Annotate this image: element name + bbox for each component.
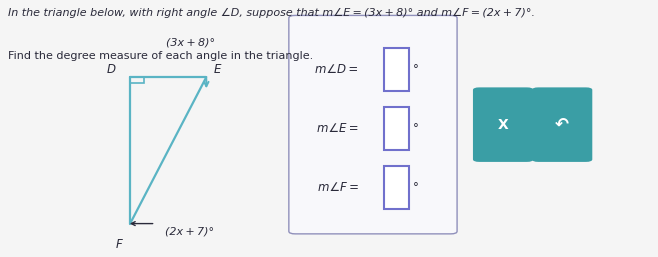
Text: °: ° <box>413 63 418 76</box>
Text: X: X <box>497 118 509 132</box>
FancyBboxPatch shape <box>384 48 409 91</box>
Text: In the triangle below, with right angle ∠D, suppose that m∠E = (3x + 8)° and m∠F: In the triangle below, with right angle … <box>8 8 534 18</box>
Text: (3x + 8)°: (3x + 8)° <box>166 38 215 48</box>
Text: E: E <box>214 63 221 76</box>
Text: m∠F =: m∠F = <box>318 181 359 194</box>
Text: Find the degree measure of each angle in the triangle.: Find the degree measure of each angle in… <box>8 51 313 61</box>
Bar <box>130 77 144 83</box>
Text: °: ° <box>413 181 418 194</box>
Text: m∠D =: m∠D = <box>315 63 359 76</box>
Text: F: F <box>115 238 122 251</box>
FancyBboxPatch shape <box>289 15 457 234</box>
Text: m∠E =: m∠E = <box>317 122 359 135</box>
FancyBboxPatch shape <box>384 107 409 150</box>
Text: D: D <box>107 63 116 76</box>
Text: °: ° <box>413 122 418 135</box>
FancyBboxPatch shape <box>384 166 409 209</box>
FancyBboxPatch shape <box>473 87 533 162</box>
Text: ↶: ↶ <box>555 116 569 134</box>
Text: (2x + 7)°: (2x + 7)° <box>165 226 215 236</box>
FancyBboxPatch shape <box>532 87 592 162</box>
